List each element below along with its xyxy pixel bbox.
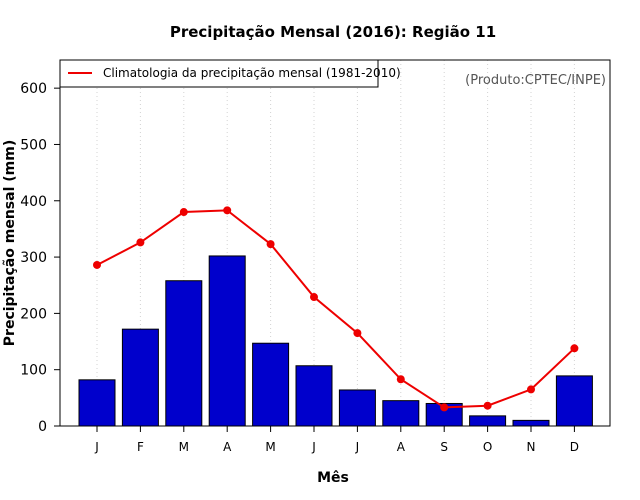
y-tick-label: 400: [20, 194, 47, 210]
climatology-point-2: [136, 238, 145, 247]
y-axis: 0 100 200 300 400 500 600: [20, 81, 60, 435]
climatology-point-6: [310, 293, 318, 302]
x-tick-label: S: [440, 440, 448, 454]
bar-1: [78, 379, 116, 427]
chart-title: Precipitação Mensal (2016): Região 11: [170, 23, 496, 41]
climatology-point-8: [396, 375, 405, 384]
x-tick-label: N: [527, 440, 536, 454]
y-tick-label: 0: [38, 419, 47, 435]
climatology-point-1: [93, 260, 101, 269]
x-tick-label: M: [265, 440, 275, 454]
x-tick-label: J: [311, 440, 316, 454]
climatology-point-9: [440, 403, 449, 412]
climatology-point-4: [223, 206, 232, 215]
climatology-point-12: [570, 344, 579, 353]
credit-text: (Produto:CPTEC/INPE): [465, 73, 606, 88]
legend: Climatologia da precipitação mensal (198…: [59, 59, 401, 88]
bar-4: [208, 255, 246, 427]
x-tick-label: F: [137, 440, 144, 454]
climatology-point-5: [266, 240, 275, 249]
bar-8: [382, 400, 420, 427]
climatology-point-10: [483, 401, 492, 410]
x-tick-label: A: [223, 440, 232, 454]
y-tick-label: 200: [20, 306, 47, 322]
bar-7: [338, 389, 376, 427]
y-tick-label: 100: [20, 363, 47, 379]
bar-5: [252, 342, 290, 427]
bars: [78, 255, 593, 427]
bar-3: [165, 280, 203, 427]
y-tick-label: 500: [20, 137, 47, 153]
bar-2: [121, 328, 159, 427]
bar-11: [512, 419, 550, 427]
bar-10: [469, 415, 507, 427]
x-tick-label: A: [397, 440, 406, 454]
bar-12: [555, 375, 593, 427]
legend-label: Climatologia da precipitação mensal (198…: [103, 66, 401, 80]
x-tick-label: O: [483, 440, 492, 454]
y-axis-title: Precipitação mensal (mm): [2, 140, 18, 346]
climatology-polyline: [96, 209, 576, 409]
climatology-point-3: [179, 208, 188, 217]
x-tick-label: J: [355, 440, 360, 454]
x-tick-label: J: [94, 440, 99, 454]
y-tick-label: 600: [20, 81, 47, 97]
x-tick-label: M: [179, 440, 189, 454]
x-tick-label: D: [570, 440, 579, 454]
climatology-line: [93, 206, 579, 412]
bar-6: [295, 365, 333, 427]
climatology-point-11: [527, 385, 535, 394]
x-axis-title: Mês: [317, 470, 349, 486]
y-tick-label: 300: [20, 250, 47, 266]
legend-box: [59, 59, 379, 88]
climatology-point-7: [353, 329, 362, 338]
